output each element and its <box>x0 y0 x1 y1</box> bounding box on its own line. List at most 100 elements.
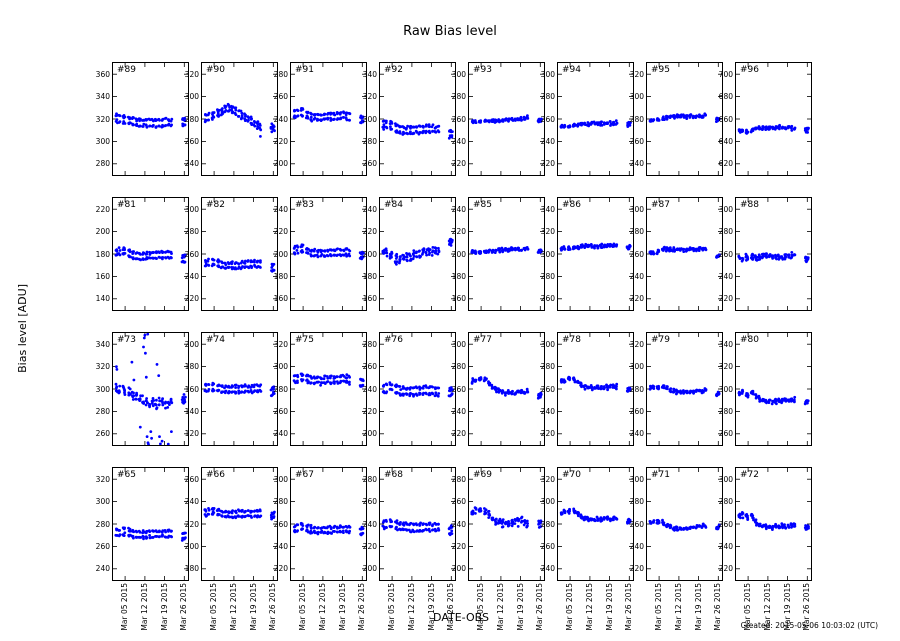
y-tick-label: 300 <box>95 384 110 394</box>
y-tick-label: 240 <box>718 541 733 551</box>
y-tick-label: 220 <box>184 294 199 304</box>
y-tick-label: 240 <box>273 204 288 214</box>
y-tick-label: 200 <box>273 159 288 169</box>
subplot-72: #72 220 240 260 280 300 Mar 05 2015 Mar 12 2015… <box>719 467 812 631</box>
y-tick-label: 180 <box>273 271 288 281</box>
panel-label: #79 <box>651 335 670 345</box>
y-tick-label: 300 <box>629 204 644 214</box>
y-tick-label: 340 <box>718 339 733 349</box>
scatter-canvas <box>202 63 277 175</box>
scatter-canvas <box>469 468 544 580</box>
y-tick-label: 260 <box>451 384 466 394</box>
scatter-canvas <box>736 468 811 580</box>
y-tick-label: 220 <box>540 159 555 169</box>
y-tick-label: 180 <box>184 362 199 372</box>
y-tick-label: 300 <box>273 474 288 484</box>
y-tick-label: 300 <box>540 249 555 259</box>
subplot-67: #67 220 240 260 280 300 Mar 05 2015 Mar 12 2015… <box>274 467 367 631</box>
y-tick-label: 620 <box>718 159 733 169</box>
panel-label: #84 <box>384 200 403 210</box>
panel-label: #78 <box>562 335 581 345</box>
panel-label: #88 <box>740 200 759 210</box>
panel-label: #80 <box>740 335 759 345</box>
y-tick-label: 240 <box>362 384 377 394</box>
y-tick-label: 320 <box>362 92 377 102</box>
panel-label: #73 <box>117 335 136 345</box>
y-tick-label: 260 <box>718 429 733 439</box>
scatter-canvas <box>469 333 544 445</box>
y-tick-label: 200 <box>184 339 199 349</box>
y-tick-label: 280 <box>95 159 110 169</box>
y-tick-label: 300 <box>540 69 555 79</box>
panel-label: #85 <box>473 200 492 210</box>
scatter-canvas <box>469 198 544 310</box>
y-tick-label: 280 <box>629 497 644 507</box>
scatter-canvas <box>291 468 366 580</box>
scatter-canvas <box>202 198 277 310</box>
y-tick-label: 260 <box>540 114 555 124</box>
panel-label: #66 <box>206 470 225 480</box>
y-tick-label: 240 <box>540 406 555 416</box>
panel-label: #89 <box>117 65 136 75</box>
y-tick-label: 240 <box>718 271 733 281</box>
y-tick-label: 260 <box>184 136 199 146</box>
panel-label: #87 <box>651 200 670 210</box>
y-tick-label: 280 <box>95 519 110 529</box>
subplot-74: #74 120 140 160 180 200 <box>185 332 278 446</box>
y-tick-label: 220 <box>362 541 377 551</box>
panel-label: #92 <box>384 65 403 75</box>
subplot-87: #87 220 240 260 280 300 <box>630 197 723 311</box>
scatter-canvas <box>558 333 633 445</box>
subplot-75: #75 240 260 280 300 320 <box>274 332 367 446</box>
panel-label: #94 <box>562 65 581 75</box>
scatter-canvas <box>113 468 188 580</box>
y-tick-label: 340 <box>540 204 555 214</box>
y-tick-label: 240 <box>629 541 644 551</box>
y-tick-label: 280 <box>540 271 555 281</box>
y-tick-label: 700 <box>718 69 733 79</box>
y-tick-label: 260 <box>451 114 466 124</box>
y-tick-label: 280 <box>540 92 555 102</box>
y-tick-label: 260 <box>95 541 110 551</box>
subplot-89: #89 280 300 320 340 360 <box>96 62 189 176</box>
y-tick-label: 240 <box>362 204 377 214</box>
panel-label: #68 <box>384 470 403 480</box>
y-tick-label: 280 <box>629 227 644 237</box>
y-tick-label: 220 <box>451 159 466 169</box>
panel-label: #96 <box>740 65 759 75</box>
y-tick-label: 180 <box>95 249 110 259</box>
y-tick-label: 320 <box>95 362 110 372</box>
y-tick-label: 240 <box>629 271 644 281</box>
y-tick-label: 300 <box>718 204 733 214</box>
y-tick-label: 260 <box>540 294 555 304</box>
y-tick-label: 240 <box>540 564 555 574</box>
scatter-canvas <box>558 468 633 580</box>
y-tick-label: 680 <box>718 92 733 102</box>
subplot-68: #68 200 220 240 260 280 Mar 05 2015 Mar 12 2015… <box>363 467 456 631</box>
subplot-66: #66 180 200 220 240 260 Mar 05 2015 Mar 12 2015… <box>185 467 278 631</box>
y-tick-label: 280 <box>184 114 199 124</box>
panel-label: #76 <box>384 335 403 345</box>
y-tick-label: 280 <box>629 114 644 124</box>
subplot-88: #88 220 240 260 280 300 <box>719 197 812 311</box>
panel-label: #74 <box>206 335 225 345</box>
y-tick-label: 140 <box>95 294 110 304</box>
y-tick-label: 320 <box>95 114 110 124</box>
panel-label: #95 <box>651 65 670 75</box>
y-tick-label: 300 <box>540 497 555 507</box>
y-tick-label: 280 <box>362 339 377 349</box>
y-tick-label: 260 <box>184 249 199 259</box>
subplot-90: #90 240 260 280 300 320 <box>185 62 278 176</box>
y-tick-label: 300 <box>95 497 110 507</box>
y-tick-label: 220 <box>273 136 288 146</box>
y-tick-label: 240 <box>273 429 288 439</box>
scatter-canvas <box>202 333 277 445</box>
y-tick-label: 280 <box>95 406 110 416</box>
y-tick-label: 220 <box>362 406 377 416</box>
panel-label: #83 <box>295 200 314 210</box>
x-axis-label: DATE-OBS <box>433 611 489 624</box>
y-tick-label: 220 <box>184 519 199 529</box>
y-tick-label: 220 <box>540 429 555 439</box>
panel-label: #75 <box>295 335 314 345</box>
